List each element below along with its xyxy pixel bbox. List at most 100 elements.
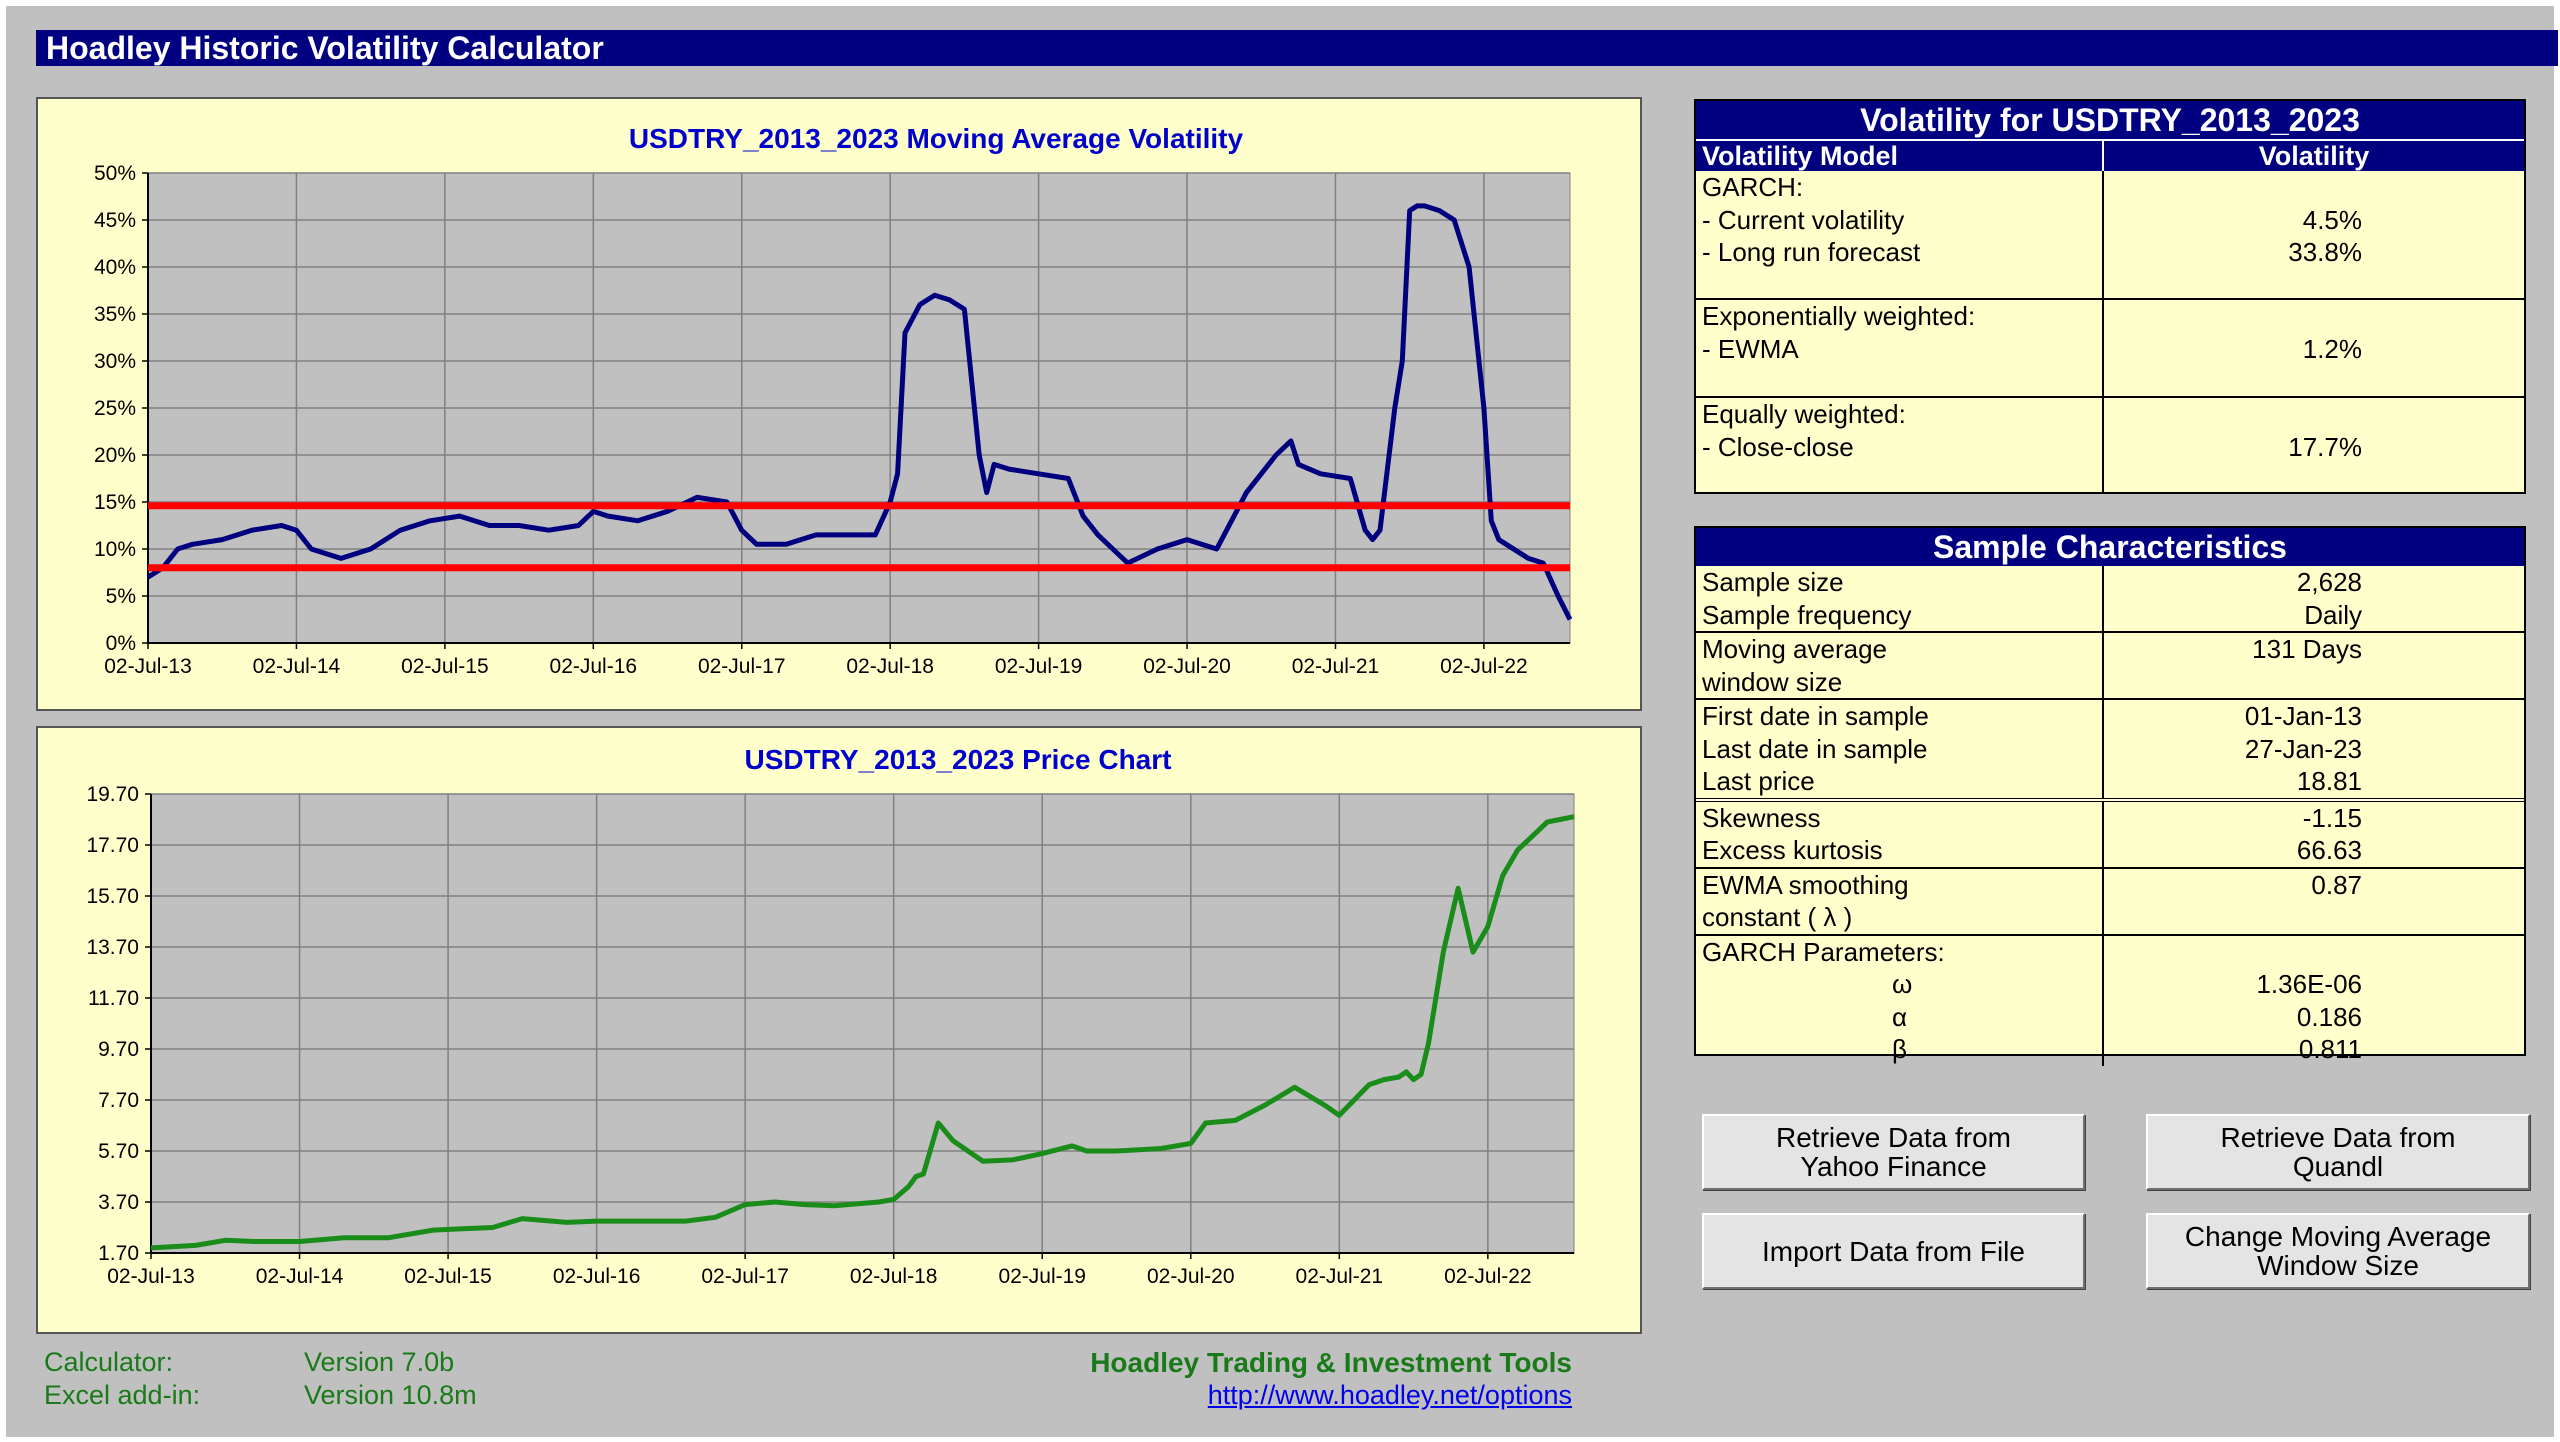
x-tick-label: 02-Jul-18	[850, 1265, 938, 1288]
skewness-label: Skewness	[1702, 802, 1821, 833]
ewma-smoothing-label-2: constant ( λ )	[1702, 902, 1853, 932]
y-tick-label: 17.70	[86, 834, 139, 857]
exp-weighted-heading: Exponentially weighted:	[1702, 301, 1976, 331]
volatility-chart: USDTRY_2013_2023 Moving Average Volatili…	[94, 123, 1573, 678]
x-tick-label: 02-Jul-18	[846, 655, 934, 678]
retrieve-yahoo-button[interactable]: Retrieve Data from Yahoo Finance	[1702, 1114, 2085, 1190]
ewma-smoothing-group: EWMA smoothing constant ( λ ) 0.87	[1696, 866, 2524, 934]
dates-group: First date in sample Last date in sample…	[1696, 698, 2524, 798]
series-line-0	[150, 814, 1575, 1251]
moving-average-value: 131 Days	[2252, 634, 2362, 664]
y-tick-label: 45%	[94, 209, 136, 232]
x-tick-label: 02-Jul-20	[1143, 655, 1231, 678]
garch-heading: GARCH:	[1702, 172, 1804, 202]
x-tick-label: 02-Jul-19	[998, 1265, 1086, 1288]
x-tick-label: 02-Jul-21	[1296, 1265, 1384, 1288]
x-tick-label: 02-Jul-21	[1292, 655, 1380, 678]
plot-area	[150, 793, 1575, 1254]
y-tick-label: 30%	[94, 350, 136, 373]
kurtosis-value: 66.63	[2296, 835, 2362, 865]
sample-size-group: Sample size Sample frequency 2,628 Daily	[1696, 566, 2524, 631]
y-tick-label: 25%	[94, 397, 136, 420]
x-tick-label: 02-Jul-22	[1440, 655, 1528, 678]
x-tick-label: 02-Jul-20	[1147, 1265, 1235, 1288]
y-tick-label: 10%	[94, 538, 136, 561]
x-tick-label: 02-Jul-13	[107, 1265, 195, 1288]
first-date-value: 01-Jan-13	[2244, 701, 2362, 731]
volatility-chart-panel: USDTRY_2013_2023 Moving Average Volatili…	[36, 97, 1642, 711]
y-tick-label: 0%	[106, 632, 136, 655]
x-tick-label: 02-Jul-16	[553, 1265, 641, 1288]
addin-label: Excel add-in:	[44, 1380, 201, 1410]
alpha-label: α	[1892, 1001, 1908, 1032]
moving-average-label-2: window size	[1702, 666, 1843, 697]
last-date-value: 27-Jan-23	[2244, 733, 2362, 764]
x-tick-label: 02-Jul-22	[1444, 1265, 1532, 1288]
sample-frequency-value: Daily	[2304, 599, 2362, 630]
x-tick-label: 02-Jul-15	[401, 655, 489, 678]
y-tick-label: 50%	[94, 162, 136, 185]
moments-group: Skewness Excess kurtosis -1.15 66.63	[1696, 797, 2524, 867]
x-tick-label: 02-Jul-14	[256, 1265, 344, 1288]
y-tick-label: 5.70	[98, 1140, 139, 1163]
window-top-border	[0, 0, 2560, 6]
moving-average-label-1: Moving average	[1702, 634, 1887, 664]
y-tick-label: 11.70	[88, 987, 139, 1010]
chart-title: USDTRY_2013_2023 Price Chart	[745, 744, 1172, 775]
eq-weighted-heading: Equally weighted:	[1702, 399, 1906, 429]
y-tick-label: 35%	[94, 303, 136, 326]
brand-name: Hoadley Trading & Investment Tools	[1090, 1347, 1572, 1378]
ewma-smoothing-label-1: EWMA smoothing	[1702, 869, 1909, 900]
x-tick-label: 02-Jul-14	[253, 655, 341, 678]
garch-long-value: 33.8%	[2288, 237, 2362, 267]
ewma-group: Exponentially weighted: - EWMA 1.2%	[1696, 298, 2524, 396]
garch-group: GARCH: - Current volatility - Long run f…	[1696, 171, 2524, 298]
beta-label: β	[1892, 1034, 1907, 1064]
last-date-label: Last date in sample	[1702, 733, 1928, 764]
change-window-label: Change Moving Average Window Size	[2184, 1221, 2492, 1281]
app-title-bar: Hoadley Historic Volatility Calculator	[36, 30, 2558, 66]
col-volatility: Volatility	[2258, 141, 2370, 171]
retrieve-quandl-label: Retrieve Data from Quandl	[2220, 1122, 2456, 1182]
x-tick-label: 02-Jul-16	[550, 655, 638, 678]
alpha-value: 0.186	[2296, 1001, 2362, 1032]
ewma-smoothing-value: 0.87	[2311, 869, 2362, 900]
y-tick-label: 15%	[94, 491, 136, 514]
skewness-value: -1.15	[2302, 802, 2362, 833]
garch-long-label: - Long run forecast	[1702, 237, 1921, 267]
y-tick-label: 20%	[94, 444, 136, 467]
close-close-group: Equally weighted: - Close-close 17.7%	[1696, 396, 2524, 494]
y-tick-label: 13.70	[86, 936, 139, 959]
close-close-value: 17.7%	[2288, 431, 2362, 462]
change-window-button[interactable]: Change Moving Average Window Size	[2146, 1213, 2530, 1289]
price-chart: USDTRY_2013_2023 Price Chart 02-Jul-13 02-…	[86, 744, 1575, 1288]
omega-value: 1.36E-06	[2256, 969, 2362, 999]
series-line-0	[146, 203, 1573, 621]
window-bottom-border	[0, 1437, 2560, 1442]
sample-frequency-label: Sample frequency	[1702, 599, 1912, 630]
y-tick-label: 1.70	[98, 1242, 139, 1265]
website-link[interactable]: http://www.hoadley.net/options	[1207, 1380, 1572, 1410]
x-tick-label: 02-Jul-15	[404, 1265, 492, 1288]
retrieve-yahoo-label: Retrieve Data from Yahoo Finance	[1776, 1122, 2011, 1182]
y-tick-label: 19.70	[86, 783, 139, 806]
calculator-version: Version 7.0b	[304, 1347, 455, 1377]
garch-params-group: GARCH Parameters: ω α β 1.36E-06 0.186 0…	[1696, 933, 2524, 1066]
sample-size-label: Sample size	[1702, 567, 1844, 597]
addin-version: Version 10.8m	[304, 1380, 477, 1410]
y-tick-label: 15.70	[86, 885, 139, 908]
ewma-label: - EWMA	[1702, 333, 1799, 364]
sample-characteristics-table: Sample Characteristics Sample size Sampl…	[1694, 526, 2526, 1066]
garch-current-label: - Current volatility	[1702, 204, 1905, 235]
y-tick-label: 7.70	[98, 1089, 139, 1112]
retrieve-quandl-button[interactable]: Retrieve Data from Quandl	[2146, 1114, 2530, 1190]
x-tick-label: 02-Jul-17	[698, 655, 786, 678]
y-tick-label: 3.70	[98, 1191, 139, 1214]
col-volatility-model: Volatility Model	[1696, 141, 2104, 171]
import-file-button[interactable]: Import Data from File	[1702, 1213, 2085, 1289]
garch-current-value: 4.5%	[2302, 204, 2362, 235]
calculator-label: Calculator:	[44, 1347, 174, 1377]
volatility-table-title: Volatility for USDTRY_2013_2023	[1696, 101, 2524, 139]
window-left-border	[0, 0, 6, 1442]
first-date-label: First date in sample	[1702, 701, 1929, 731]
